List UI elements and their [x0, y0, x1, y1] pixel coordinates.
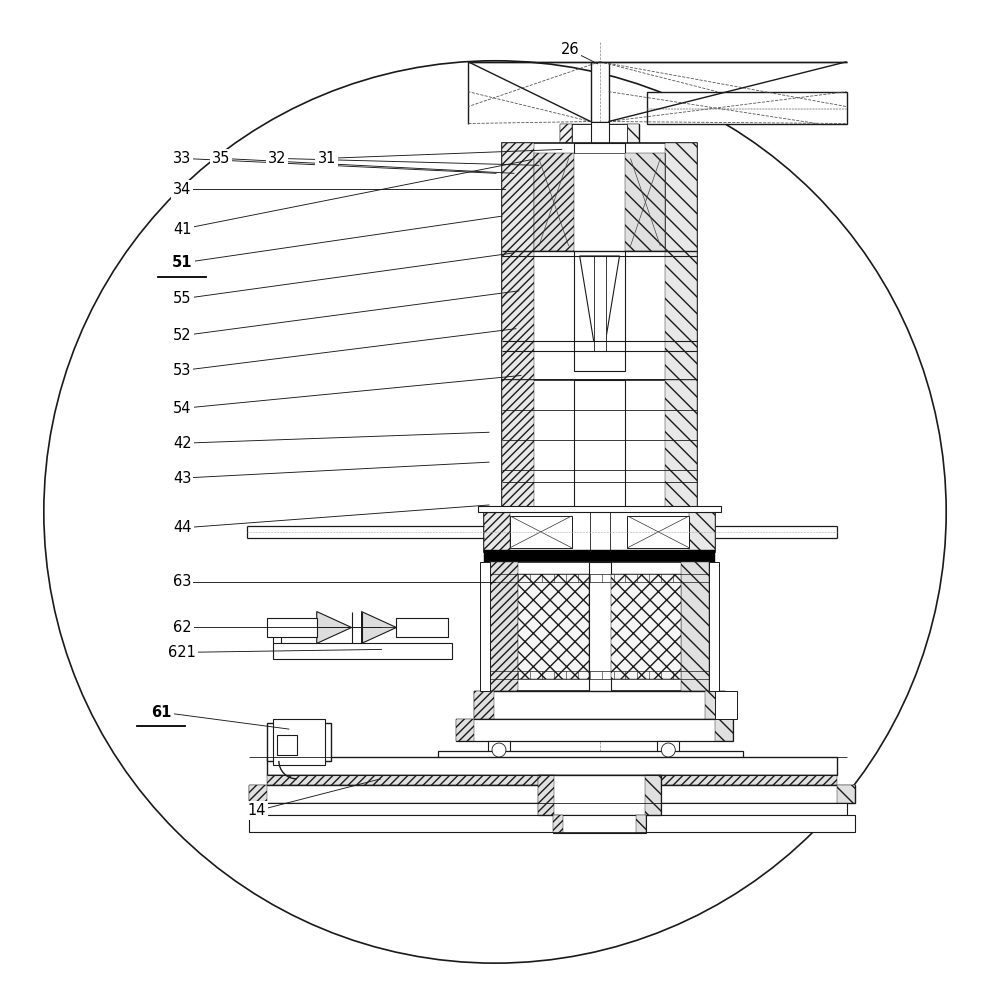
Text: 63: 63: [173, 574, 191, 589]
Bar: [647, 92, 847, 124]
Bar: [594, 256, 606, 351]
Bar: [502, 143, 534, 380]
Polygon shape: [362, 612, 396, 643]
Bar: [560, 124, 639, 143]
Bar: [625, 153, 665, 251]
Text: 51: 51: [172, 255, 192, 270]
Bar: [267, 757, 837, 775]
Polygon shape: [580, 256, 620, 341]
Bar: [456, 719, 474, 741]
Bar: [484, 550, 715, 562]
Bar: [490, 562, 709, 691]
Bar: [572, 124, 594, 143]
Text: 35: 35: [212, 151, 230, 166]
Bar: [267, 618, 317, 637]
Bar: [488, 741, 510, 759]
Bar: [267, 723, 331, 761]
Bar: [490, 562, 518, 691]
Text: 32: 32: [268, 151, 286, 166]
Bar: [249, 815, 855, 832]
Text: 41: 41: [173, 222, 191, 237]
Text: 53: 53: [173, 363, 191, 378]
Circle shape: [44, 61, 946, 963]
Bar: [553, 815, 646, 833]
Bar: [636, 815, 646, 833]
Bar: [709, 562, 719, 691]
Text: 31: 31: [318, 151, 336, 166]
Bar: [267, 775, 837, 785]
Bar: [502, 380, 697, 512]
Bar: [249, 785, 855, 803]
Bar: [249, 785, 267, 803]
Bar: [553, 815, 563, 833]
Bar: [574, 143, 625, 371]
Bar: [591, 122, 609, 143]
Bar: [480, 562, 490, 691]
Bar: [627, 516, 689, 548]
Bar: [715, 691, 737, 719]
Bar: [606, 124, 627, 143]
Bar: [574, 380, 625, 512]
Bar: [474, 691, 494, 719]
Text: 621: 621: [168, 645, 196, 660]
Text: 34: 34: [173, 182, 191, 197]
Bar: [645, 775, 661, 815]
Bar: [478, 506, 721, 512]
Bar: [705, 691, 725, 719]
Bar: [589, 562, 611, 691]
Bar: [590, 512, 610, 552]
Text: 52: 52: [173, 328, 191, 343]
Bar: [627, 124, 639, 143]
Text: 42: 42: [173, 436, 191, 451]
Bar: [560, 124, 572, 143]
Bar: [484, 512, 715, 552]
Text: 44: 44: [173, 520, 191, 535]
Text: 54: 54: [173, 401, 191, 416]
Bar: [257, 803, 847, 815]
Bar: [456, 719, 733, 741]
Text: 62: 62: [173, 620, 191, 635]
Bar: [438, 751, 743, 759]
Circle shape: [492, 743, 506, 757]
Circle shape: [661, 743, 675, 757]
Bar: [665, 380, 697, 512]
Bar: [538, 775, 554, 815]
Bar: [484, 512, 510, 552]
Bar: [474, 691, 725, 719]
Bar: [534, 153, 665, 251]
Bar: [277, 735, 297, 755]
Bar: [518, 574, 589, 679]
Bar: [510, 516, 572, 548]
Bar: [538, 775, 661, 815]
Bar: [681, 562, 709, 691]
Text: 14: 14: [248, 803, 266, 818]
Bar: [591, 62, 609, 122]
Bar: [273, 719, 325, 765]
Bar: [502, 380, 534, 512]
Bar: [715, 719, 733, 741]
Text: 26: 26: [561, 42, 579, 57]
Text: 61: 61: [151, 705, 171, 720]
Bar: [396, 618, 448, 637]
Text: 55: 55: [173, 291, 191, 306]
Bar: [837, 785, 855, 803]
Text: 43: 43: [173, 471, 191, 486]
Bar: [657, 741, 679, 759]
Bar: [273, 643, 452, 659]
Polygon shape: [317, 612, 352, 643]
Text: 33: 33: [173, 151, 191, 166]
Bar: [665, 143, 697, 380]
Bar: [502, 143, 697, 380]
Bar: [534, 153, 574, 251]
Bar: [689, 512, 715, 552]
Bar: [611, 574, 681, 679]
